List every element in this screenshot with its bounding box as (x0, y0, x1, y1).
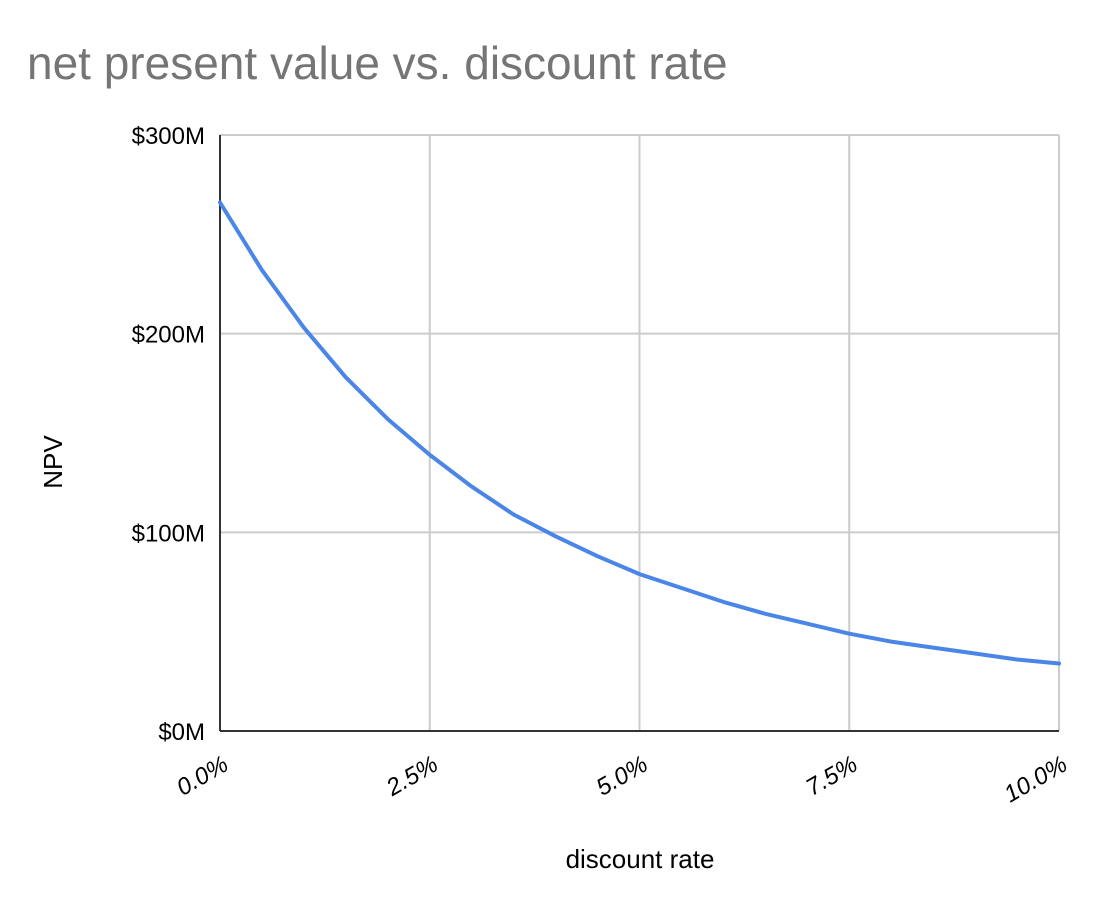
y-tick-label: $100M (132, 520, 205, 547)
x-tick-label: 2.5% (381, 751, 443, 802)
axes (219, 135, 1059, 732)
x-tick-label: 10.0% (1000, 751, 1072, 808)
y-tick-label: $0M (158, 719, 205, 746)
chart-title: net present value vs. discount rate (27, 37, 728, 89)
y-tick-labels: $0M $100M $200M $300M (132, 123, 205, 746)
x-tick-label: 7.5% (801, 751, 862, 802)
grid-lines (220, 134, 1060, 731)
x-tick-label: 5.0% (592, 751, 653, 802)
y-tick-label: $300M (132, 123, 205, 150)
x-tick-label: 0.0% (172, 751, 233, 802)
x-axis-label: discount rate (566, 844, 715, 874)
series-group (218, 200, 1061, 666)
x-tick-labels: 0.0% 2.5% 5.0% 7.5% 10.0% (172, 751, 1072, 808)
y-axis-label: NPV (38, 435, 68, 489)
series-line-0 (218, 200, 1061, 666)
y-tick-label: $200M (132, 322, 205, 349)
